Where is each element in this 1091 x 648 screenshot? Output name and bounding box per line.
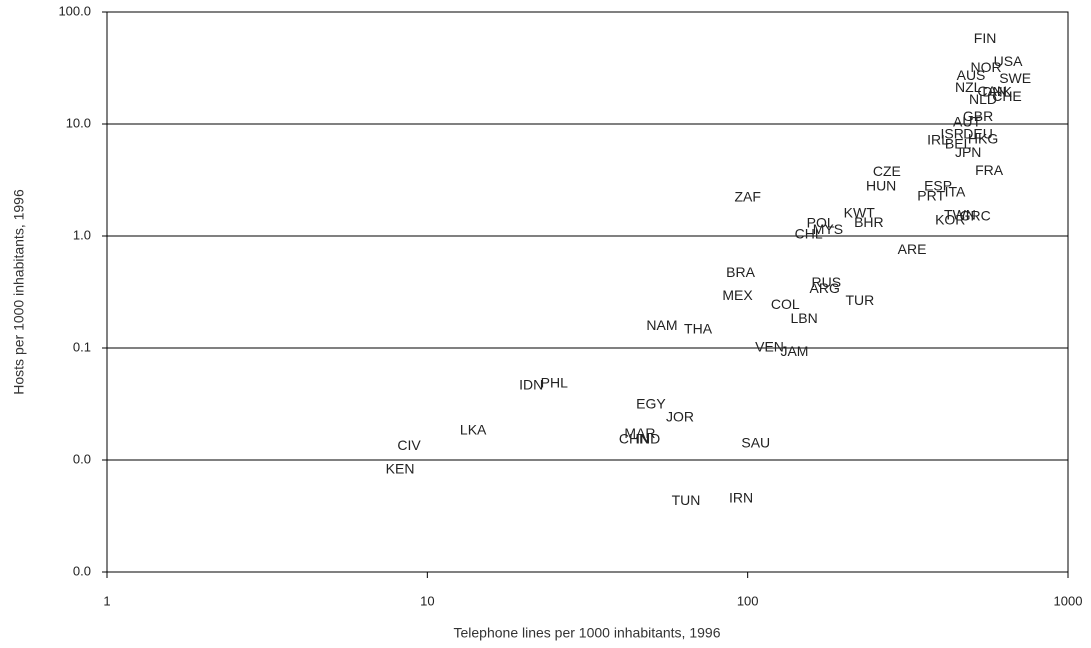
point-label: ESP	[924, 177, 952, 193]
point-label: CAN	[977, 83, 1007, 99]
point-label: JOR	[666, 408, 694, 424]
point-label: TWN	[944, 206, 976, 222]
point-label: BHR	[854, 214, 884, 230]
point-label: LKA	[460, 421, 487, 437]
point-label: JAM	[780, 343, 808, 359]
x-tick-label: 100	[737, 593, 759, 608]
x-tick-label: 1000	[1054, 593, 1083, 608]
point-label: MEX	[722, 287, 753, 303]
point-label: ARE	[898, 241, 927, 257]
point-label: CHL	[795, 226, 823, 242]
x-axis-title: Telephone lines per 1000 inhabitants, 19…	[454, 625, 721, 641]
point-label: HUN	[866, 177, 896, 193]
point-label: THA	[684, 321, 713, 337]
point-label: SWE	[999, 70, 1031, 86]
y-tick-label: 0.0	[73, 451, 91, 466]
point-label: NLD	[969, 91, 997, 107]
point-label: SAU	[741, 434, 770, 450]
y-tick-label: 1.0	[73, 227, 91, 242]
point-label: KEN	[386, 460, 415, 476]
point-label: CHE	[992, 88, 1022, 104]
plot-frame	[106, 11, 1069, 573]
point-label: ZAF	[734, 188, 760, 204]
point-label: FIN	[974, 30, 997, 46]
y-tick-label: 10.0	[66, 115, 91, 130]
point-label: IND	[636, 430, 660, 446]
point-label: POL	[807, 214, 835, 230]
point-label: TUR	[845, 292, 874, 308]
point-label: IRN	[729, 490, 753, 506]
point-label: VEN	[755, 339, 784, 355]
point-label: ITA	[945, 183, 966, 199]
point-label: CZE	[873, 163, 901, 179]
point-label: USA	[994, 53, 1023, 69]
point-label: BRA	[726, 264, 755, 280]
point-label: DNK	[982, 84, 1012, 100]
point-label: GBR	[963, 108, 993, 124]
point-label: NZL	[955, 79, 982, 95]
y-tick-label: 0.1	[73, 339, 91, 354]
point-label: LBN	[790, 310, 817, 326]
point-label: EGY	[636, 396, 666, 412]
point-label: ISR	[941, 126, 964, 142]
y-tick-label: 100.0	[58, 3, 91, 18]
point-label: IDN	[519, 376, 543, 392]
point-label: GRC	[960, 207, 991, 223]
point-label: PHL	[541, 374, 568, 390]
point-label: FRA	[975, 162, 1004, 178]
point-label: AUS	[957, 67, 986, 83]
point-label: IRL	[927, 131, 949, 147]
point-label: KWT	[844, 204, 876, 220]
y-tick-label: 0.0	[73, 563, 91, 578]
y-axis-title: Hosts per 1000 inhabitants, 1996	[11, 189, 27, 395]
point-label: MYS	[813, 221, 843, 237]
point-label: RUS	[812, 274, 842, 290]
point-label: COL	[771, 296, 800, 312]
point-label: BEL	[945, 136, 972, 152]
point-label: TUN	[672, 492, 701, 508]
x-tick-label: 10	[420, 593, 434, 608]
point-label: KOR	[935, 211, 965, 227]
point-label: HKG	[968, 131, 998, 147]
x-tick-label: 1	[103, 593, 110, 608]
point-label: CIV	[397, 437, 421, 453]
point-label: AUT	[953, 114, 981, 130]
point-label: DEU	[963, 126, 993, 142]
point-label: NAM	[646, 317, 677, 333]
point-label: JPN	[955, 144, 981, 160]
point-label: MAR	[624, 425, 655, 441]
point-label: ARG	[810, 280, 840, 296]
point-label: PRT	[917, 187, 945, 203]
point-label: NOR	[971, 59, 1002, 75]
point-label: CHN	[619, 430, 649, 446]
